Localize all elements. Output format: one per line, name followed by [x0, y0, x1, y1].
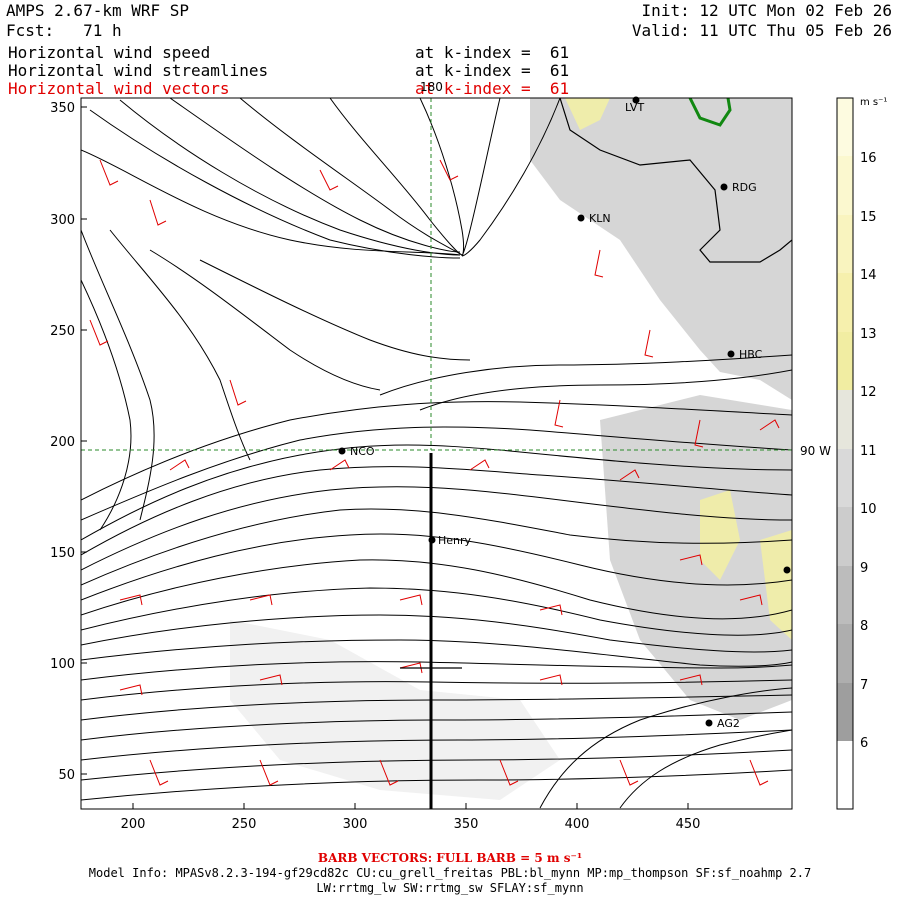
- station-ag2: AG2: [705, 717, 740, 730]
- svg-text:NCO: NCO: [350, 445, 375, 458]
- terrain-shading: [230, 98, 792, 800]
- svg-text:Henry: Henry: [438, 534, 472, 547]
- svg-text:12: 12: [860, 385, 877, 400]
- svg-text:HBC: HBC: [739, 348, 763, 361]
- field-label-vectors: Horizontal wind vectors: [8, 79, 230, 98]
- x-axis-ticks: 200 250 300 350 400 450: [121, 817, 701, 832]
- station-lvt: LVT: [625, 96, 644, 114]
- svg-text:11: 11: [860, 444, 877, 459]
- init-time: Init: 12 UTC Mon 02 Feb 26: [641, 1, 892, 20]
- barb-legend: BARB VECTORS: FULL BARB = 5 m s⁻¹: [317, 851, 583, 865]
- svg-text:250: 250: [50, 324, 75, 339]
- station-kln: KLN: [577, 212, 611, 225]
- svg-text:450: 450: [676, 817, 701, 832]
- field-label-speed: Horizontal wind speed: [8, 43, 211, 62]
- svg-text:50: 50: [58, 768, 75, 783]
- svg-text:m s⁻¹: m s⁻¹: [860, 97, 887, 108]
- model-info: Model Info: MPASv8.2.3-194-gf29cd82c CU:…: [88, 866, 812, 880]
- model-title: AMPS 2.67-km WRF SP: [6, 1, 190, 20]
- field-level-speed: at k-index = 61: [415, 43, 570, 62]
- stations: LVT RDG KLN HBC NCO Henry AG2: [338, 96, 791, 730]
- svg-text:LVT: LVT: [625, 101, 644, 114]
- svg-text:13: 13: [860, 327, 877, 342]
- svg-text:200: 200: [121, 817, 146, 832]
- svg-text:200: 200: [50, 435, 75, 450]
- field-level-vectors: at k-index = 61: [415, 79, 570, 98]
- svg-text:16: 16: [860, 151, 877, 166]
- station-nco: NCO: [338, 445, 375, 458]
- svg-text:8: 8: [860, 619, 868, 634]
- svg-text:350: 350: [454, 817, 479, 832]
- forecast-hour: Fcst: 71 h: [6, 21, 122, 40]
- field-label-streamlines: Horizontal wind streamlines: [8, 61, 269, 80]
- svg-text:AG2: AG2: [717, 717, 740, 730]
- svg-text:14: 14: [860, 268, 877, 283]
- svg-text:250: 250: [232, 817, 257, 832]
- station-henry: Henry: [428, 534, 472, 547]
- border-line: [688, 98, 732, 127]
- station-hbc: HBC: [727, 348, 763, 361]
- station-rdg: RDG: [720, 181, 757, 194]
- svg-text:150: 150: [50, 546, 75, 561]
- grid-label-parallel: 90 W: [800, 444, 831, 458]
- svg-text:7: 7: [860, 678, 868, 693]
- svg-text:400: 400: [565, 817, 590, 832]
- svg-text:350: 350: [50, 101, 75, 116]
- coastline: [559, 98, 792, 263]
- y-axis-ticks: 350 300 250 200 150 100 50: [50, 101, 75, 783]
- valid-time: Valid: 11 UTC Thu 05 Feb 26: [631, 21, 892, 40]
- svg-text:15: 15: [860, 210, 877, 225]
- field-level-streamlines: at k-index = 61: [415, 61, 570, 80]
- svg-text:300: 300: [343, 817, 368, 832]
- grid-label-meridian: 180: [420, 80, 443, 94]
- station-edge: [783, 566, 791, 574]
- svg-text:300: 300: [50, 213, 75, 228]
- svg-text:100: 100: [50, 657, 75, 672]
- svg-text:KLN: KLN: [589, 212, 611, 225]
- model-info-line2: LW:rrtmg_lw SW:rrtmg_sw SFLAY:sf_mynn: [316, 881, 584, 895]
- svg-text:9: 9: [860, 561, 868, 576]
- svg-text:RDG: RDG: [732, 181, 757, 194]
- colorbar: m s⁻¹ 16 15 14 13 12 11 10 9 8 7 6: [836, 97, 887, 810]
- svg-text:6: 6: [860, 736, 868, 751]
- svg-text:10: 10: [860, 502, 877, 517]
- wind-barbs: [89, 159, 780, 786]
